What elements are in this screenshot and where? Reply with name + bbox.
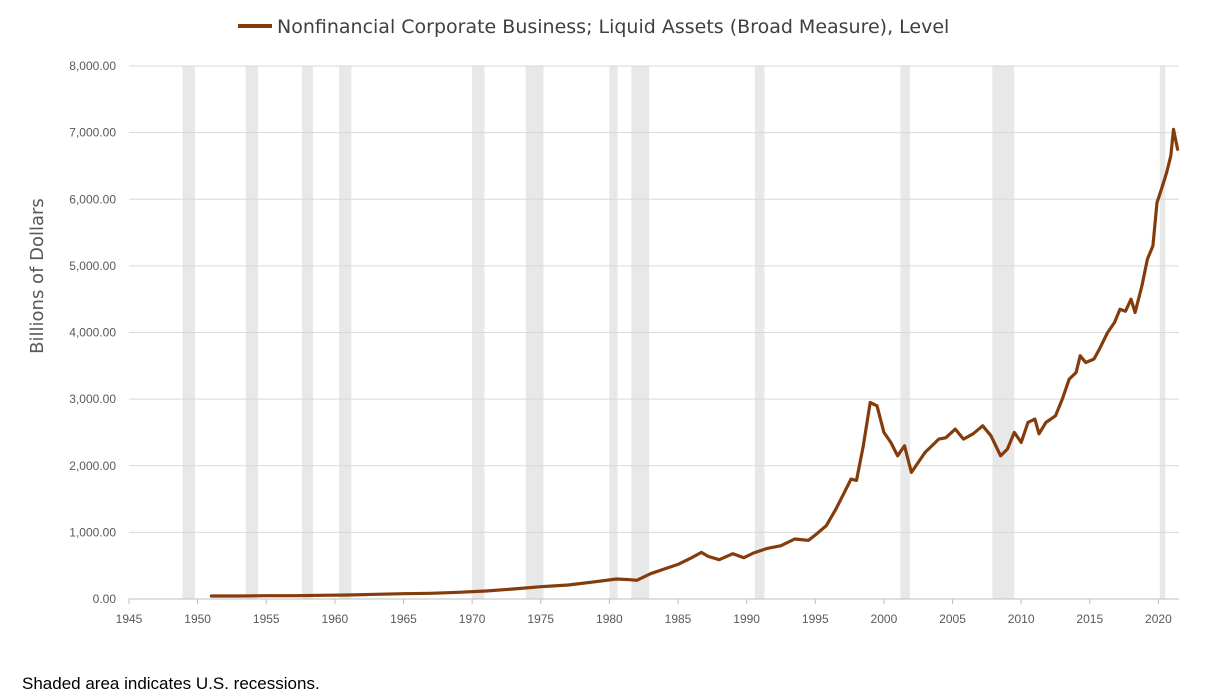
x-tick-label: 1995 bbox=[802, 612, 829, 626]
x-tick-label: 2010 bbox=[1008, 612, 1035, 626]
footnote: Shaded area indicates U.S. recessions. bbox=[22, 674, 320, 693]
legend: Nonfinancial Corporate Business; Liquid … bbox=[238, 16, 949, 38]
y-tick-label: 8,000.00 bbox=[69, 59, 116, 73]
x-tick-label: 1975 bbox=[527, 612, 554, 626]
y-tick-label: 5,000.00 bbox=[69, 259, 116, 273]
x-tick-label: 1980 bbox=[596, 612, 623, 626]
x-tick-label: 1965 bbox=[390, 612, 417, 626]
x-tick-label: 2015 bbox=[1076, 612, 1103, 626]
legend-label: Nonfinancial Corporate Business; Liquid … bbox=[277, 16, 949, 38]
y-tick-label: 4,000.00 bbox=[69, 326, 116, 340]
x-tick-label: 1970 bbox=[459, 612, 486, 626]
y-tick-label: 2,000.00 bbox=[69, 459, 116, 473]
x-tick-label: 1985 bbox=[665, 612, 692, 626]
x-tick-label: 1960 bbox=[322, 612, 349, 626]
y-tick-label: 6,000.00 bbox=[69, 192, 116, 206]
x-tick-label: 2005 bbox=[939, 612, 966, 626]
x-tick-label: 1950 bbox=[184, 612, 211, 626]
gridlines bbox=[129, 65, 1179, 533]
x-tick-label: 2000 bbox=[871, 612, 898, 626]
series-lines bbox=[209, 127, 1180, 598]
y-tick-label: 0.00 bbox=[93, 592, 117, 606]
axes: 0.00 1,000.00 2,000.00 3,000.00 4,000.00 5,00… bbox=[69, 59, 1179, 626]
y-axis-label: Billions of Dollars bbox=[27, 198, 48, 354]
x-tick-label: 1990 bbox=[733, 612, 760, 626]
series-line bbox=[209, 127, 1180, 598]
y-tick-label: 1,000.00 bbox=[69, 525, 116, 539]
y-tick-label: 3,000.00 bbox=[69, 392, 116, 406]
x-tick-label: 1955 bbox=[253, 612, 280, 626]
x-tick-label: 2020 bbox=[1145, 612, 1172, 626]
y-tick-label: 7,000.00 bbox=[69, 126, 116, 140]
x-tick-label: 1945 bbox=[116, 612, 143, 626]
